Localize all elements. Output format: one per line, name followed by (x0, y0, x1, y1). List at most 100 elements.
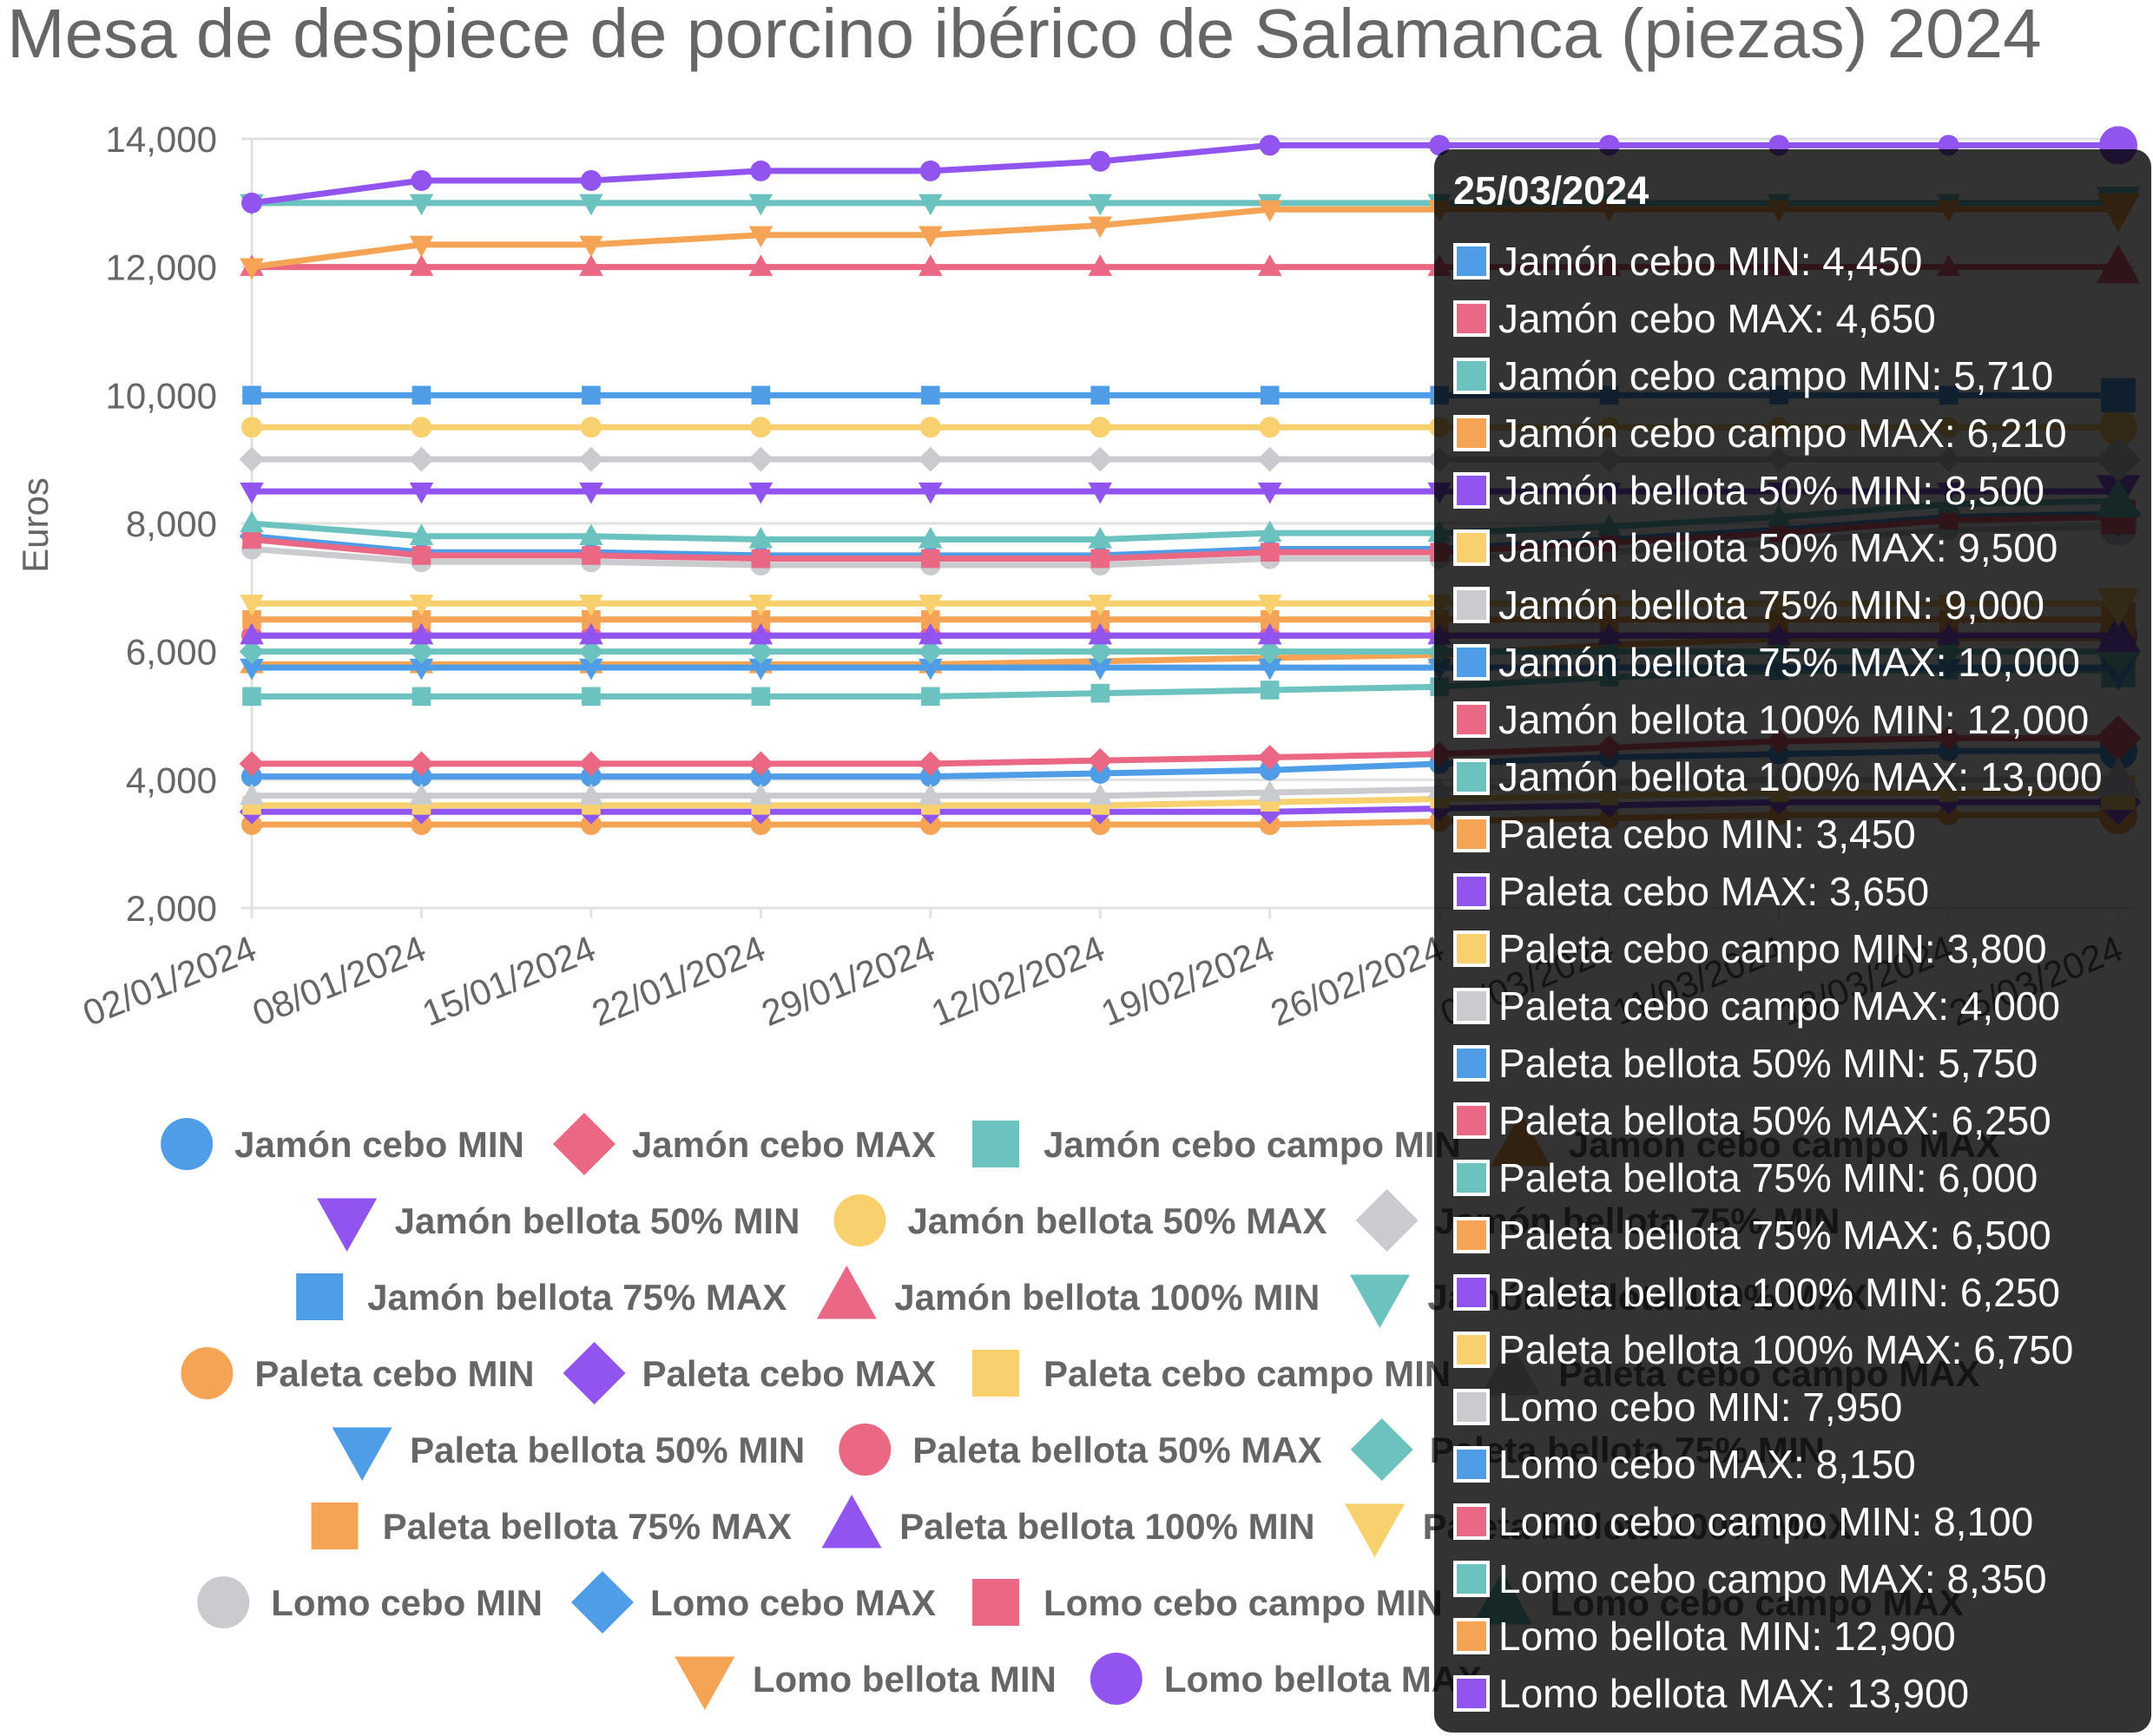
legend-item[interactable]: Jamón bellota 100% MIN (816, 1266, 1320, 1319)
legend-marker (317, 1198, 378, 1252)
y-axis-label: Euros (15, 477, 56, 573)
data-point (918, 446, 944, 472)
tooltip-label: Jamón cebo campo MAX: 6,210 (1498, 411, 2067, 456)
data-point (409, 595, 434, 616)
legend-item[interactable]: Jamón bellota 50% MAX (833, 1194, 1327, 1246)
legend-marker (296, 1273, 344, 1320)
data-point (1257, 520, 1282, 542)
data-point (1260, 609, 1280, 629)
legend-item[interactable]: Jamón bellota 75% MAX (296, 1273, 787, 1320)
data-point (1090, 814, 1111, 836)
tooltip-label: Paleta bellota 75% MAX: 6,500 (1498, 1213, 2051, 1258)
x-tick-label: 26/02/2024 (1265, 928, 1450, 1034)
tooltip-swatch (1453, 1217, 1490, 1253)
tooltip-row: Paleta bellota 50% MIN: 5,750 (1453, 1035, 2038, 1092)
legend-item[interactable]: Lomo cebo MAX (570, 1571, 936, 1634)
legend-label: Jamón bellota 50% MIN (395, 1200, 800, 1241)
data-point (1257, 446, 1283, 472)
data-point (242, 385, 261, 405)
legend-marker (675, 1656, 735, 1710)
data-point (750, 160, 772, 181)
legend-item[interactable]: Lomo bellota MAX (1090, 1653, 1482, 1705)
data-point (241, 766, 262, 787)
legend-item[interactable]: Paleta bellota 50% MAX (839, 1424, 1322, 1476)
y-axis-ticks: 2,000 4,000 6,000 8,000 10,000 12,000 14,000 (106, 119, 217, 929)
data-point (240, 482, 264, 504)
y-tick-label: 4,000 (126, 760, 217, 800)
legend-item[interactable]: Lomo cebo campo MIN (971, 1579, 1443, 1626)
tooltip-row: Jamón bellota 100% MAX: 13,000 (1453, 748, 2103, 806)
data-point (1090, 417, 1111, 438)
tooltip-swatch (1453, 1446, 1490, 1483)
legend-label: Lomo cebo campo MIN (1044, 1582, 1443, 1623)
data-point (919, 766, 941, 787)
legend-item[interactable]: Paleta bellota 50% MIN (332, 1427, 806, 1482)
tooltip-label: Jamón cebo MIN: 4,450 (1498, 239, 1923, 284)
data-point (751, 549, 771, 569)
tooltip-label: Jamón bellota 100% MAX: 13,000 (1498, 754, 2103, 799)
data-point (241, 192, 262, 214)
data-point (579, 523, 603, 545)
tooltip-label: Jamón bellota 50% MAX: 9,500 (1498, 525, 2058, 570)
data-point (411, 417, 432, 438)
data-point (582, 609, 601, 629)
legend-item[interactable]: Jamón bellota 50% MIN (317, 1198, 800, 1253)
data-point (409, 194, 434, 216)
data-point (1087, 639, 1113, 665)
tooltip-row: Jamón cebo MIN: 4,450 (1453, 233, 1922, 290)
data-point (748, 226, 774, 248)
tooltip-row: Jamón bellota 75% MIN: 9,000 (1453, 576, 2044, 634)
tooltip-row: Jamón bellota 50% MAX: 9,500 (1453, 519, 2058, 576)
legend-item[interactable]: Paleta cebo MIN (181, 1347, 535, 1399)
data-point (1088, 254, 1113, 276)
data-point (918, 482, 943, 504)
tooltip-row: Lomo cebo campo MIN: 8,100 (1453, 1493, 2033, 1550)
tooltip-row: Jamón bellota 50% MIN: 8,500 (1453, 462, 2044, 519)
data-point (1257, 622, 1282, 645)
data-point (240, 783, 264, 805)
legend-item[interactable]: Paleta cebo MAX (563, 1342, 936, 1404)
legend-item[interactable]: Paleta cebo campo MIN (971, 1350, 1451, 1397)
data-point (579, 194, 603, 216)
tooltip-label: Lomo bellota MAX: 13,900 (1498, 1671, 1970, 1716)
legend-item[interactable]: Lomo bellota MIN (675, 1656, 1057, 1711)
tooltip-row: Jamón bellota 100% MIN: 12,000 (1453, 691, 2089, 748)
legend-label: Paleta bellota 50% MAX (912, 1430, 1322, 1470)
data-point (1259, 760, 1281, 781)
tooltip-row: Paleta bellota 75% MIN: 6,000 (1453, 1149, 2038, 1207)
data-point (239, 639, 265, 665)
legend-label: Paleta bellota 50% MIN (410, 1430, 805, 1470)
legend-marker (971, 1350, 1019, 1397)
data-point (409, 254, 434, 276)
tooltip-row: Jamón cebo MAX: 4,650 (1453, 290, 1936, 347)
data-point (1259, 814, 1281, 836)
tooltip-label: Lomo cebo campo MIN: 8,100 (1498, 1499, 2034, 1544)
data-point (1087, 446, 1113, 472)
data-point (240, 258, 264, 280)
legend-item[interactable]: Paleta bellota 75% MAX (311, 1503, 793, 1549)
legend-item[interactable]: Jamón cebo MAX (552, 1113, 936, 1175)
data-point (241, 417, 262, 438)
data-point (409, 639, 434, 665)
legend-item[interactable]: Jamón cebo MIN (161, 1118, 524, 1170)
legend-item[interactable]: Lomo cebo MIN (197, 1576, 543, 1628)
tooltip-label: Jamón bellota 100% MIN: 12,000 (1498, 697, 2090, 742)
y-tick-label: 8,000 (126, 503, 217, 544)
legend-marker (1350, 1418, 1413, 1481)
legend-item[interactable]: Paleta bellota 100% MIN (821, 1495, 1315, 1549)
x-tick-label: 29/01/2024 (756, 928, 941, 1034)
legend-item[interactable]: Jamón cebo campo MIN (971, 1121, 1461, 1167)
data-point (751, 385, 771, 405)
data-point (242, 609, 261, 629)
data-point (1088, 482, 1113, 504)
data-point (748, 527, 774, 549)
tooltip-swatch (1453, 415, 1490, 451)
data-point (1088, 658, 1113, 681)
data-point (1260, 681, 1280, 700)
tooltip-row: Paleta bellota 50% MAX: 6,250 (1453, 1092, 2051, 1149)
x-tick-label: 02/01/2024 (77, 928, 262, 1034)
y-tick-label: 6,000 (126, 632, 217, 673)
data-point (919, 160, 941, 181)
data-point (747, 751, 774, 777)
data-point (1257, 201, 1282, 222)
